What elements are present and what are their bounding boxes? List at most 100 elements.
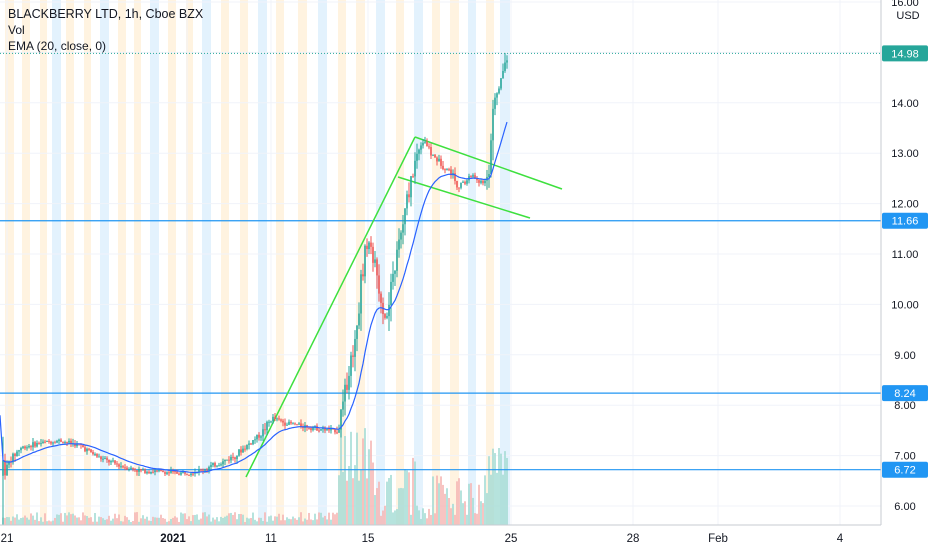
- candle-body: [172, 470, 174, 472]
- candle-body: [98, 456, 100, 458]
- candle-body: [70, 440, 72, 444]
- candle-body: [34, 442, 36, 447]
- candle-body: [40, 443, 42, 445]
- volume-bar: [250, 518, 252, 525]
- trend-line[interactable]: [245, 136, 416, 478]
- volume-bar: [130, 521, 132, 525]
- candle-body: [206, 469, 208, 471]
- volume-bar: [214, 519, 216, 525]
- volume-bar: [230, 512, 232, 525]
- trend-line[interactable]: [397, 176, 531, 219]
- session-stripe: [186, 0, 193, 525]
- session-stripe: [432, 0, 440, 525]
- volume-bar: [226, 515, 228, 525]
- candle-body: [426, 141, 428, 147]
- volume-bar: [36, 512, 38, 525]
- volume-bar: [138, 521, 140, 525]
- candle-body: [36, 442, 38, 447]
- volume-bar: [326, 519, 328, 525]
- volume-bars: [2, 428, 508, 525]
- volume-bar: [424, 513, 426, 525]
- candle-body: [506, 60, 508, 63]
- volume-bar: [222, 517, 224, 525]
- volume-bar: [126, 517, 128, 525]
- price-line-label: 11.66: [892, 216, 919, 228]
- volume-bar: [178, 521, 180, 525]
- session-stripe: [338, 0, 346, 525]
- candle-body: [490, 140, 492, 175]
- candle-body: [474, 175, 476, 179]
- candle-body: [282, 420, 284, 423]
- candle-body: [82, 445, 84, 448]
- volume-bar: [28, 519, 30, 525]
- volume-bar: [292, 516, 294, 525]
- volume-bar: [474, 513, 476, 525]
- price-line-label: 8.24: [894, 388, 915, 400]
- volume-bar: [298, 517, 300, 525]
- candle-body: [310, 428, 312, 431]
- volume-bar: [304, 518, 306, 525]
- volume-bar: [228, 513, 230, 525]
- candle-body: [244, 448, 246, 450]
- volume-bar: [478, 484, 480, 525]
- volume-bar: [500, 453, 502, 525]
- candle-body: [434, 154, 436, 158]
- volume-bar: [170, 518, 172, 525]
- candle-body: [32, 442, 34, 448]
- session-shading: [5, 0, 510, 525]
- volume-bar: [464, 501, 466, 525]
- candle-body: [412, 176, 414, 178]
- volume-bar: [272, 520, 274, 525]
- y-tick-label: 7.00: [894, 451, 915, 463]
- y-tick-label: 9.00: [894, 350, 915, 362]
- volume-bar: [128, 519, 130, 525]
- trend-line[interactable]: [414, 136, 563, 190]
- ema-legend[interactable]: EMA (20, close, 0): [8, 39, 107, 53]
- volume-bar: [248, 518, 250, 525]
- volume-bar: [232, 514, 234, 525]
- volume-bar: [396, 509, 398, 525]
- candle-body: [164, 472, 166, 474]
- volume-legend[interactable]: Vol: [8, 23, 25, 37]
- session-stripe: [414, 0, 423, 525]
- trend-lines: [245, 136, 563, 478]
- candle-body: [384, 314, 386, 318]
- volume-bar: [4, 517, 6, 525]
- candle-body: [334, 428, 336, 433]
- candle-body: [264, 429, 266, 431]
- volume-bar: [34, 519, 36, 525]
- candle-body: [140, 469, 142, 471]
- candle-body: [48, 440, 50, 442]
- candle-body: [24, 446, 26, 449]
- volume-bar: [442, 484, 444, 525]
- candle-body: [212, 462, 214, 466]
- candle-body: [424, 141, 426, 143]
- volume-bar: [252, 512, 254, 525]
- candle-body: [500, 78, 502, 89]
- candle-body: [238, 449, 240, 456]
- volume-bar: [368, 449, 370, 525]
- candle-body: [296, 424, 298, 426]
- volume-bar: [328, 512, 330, 525]
- candle-body: [358, 313, 360, 326]
- volume-bar: [234, 512, 236, 525]
- time-axis[interactable]: [0, 524, 932, 550]
- price-axis[interactable]: [880, 0, 932, 525]
- chart-title[interactable]: BLACKBERRY LTD, 1h, Cboe BZX: [8, 7, 204, 21]
- volume-bar: [380, 515, 382, 525]
- volume-bar: [378, 481, 380, 525]
- volume-bar: [212, 517, 214, 525]
- session-stripe: [52, 0, 61, 525]
- volume-bar: [8, 517, 10, 525]
- volume-bar: [246, 517, 248, 525]
- session-stripe: [202, 0, 211, 525]
- volume-bar: [484, 475, 486, 525]
- volume-bar: [14, 517, 16, 525]
- candle-body: [138, 469, 140, 472]
- session-stripe: [500, 0, 510, 525]
- volume-bar: [456, 481, 458, 525]
- candle-body: [488, 174, 490, 177]
- volume-bar: [448, 498, 450, 525]
- volume-bar: [394, 510, 396, 525]
